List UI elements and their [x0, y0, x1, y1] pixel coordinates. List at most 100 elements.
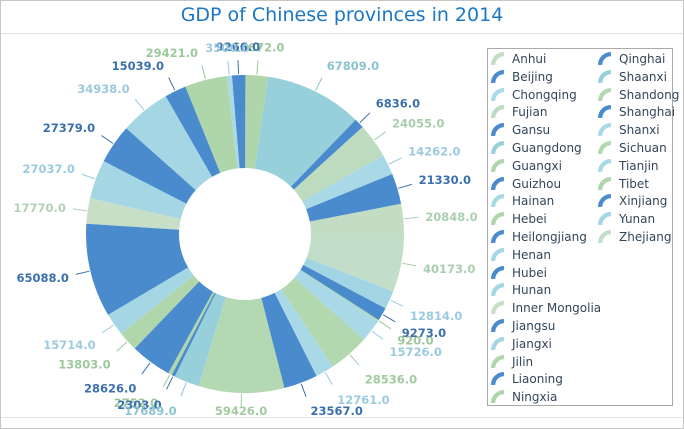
legend-item-ningxia[interactable]: Ningxia [491, 388, 557, 406]
legend-wedge-icon [491, 211, 505, 225]
pie-slice-liaoning[interactable] [134, 281, 214, 374]
legend-item-tianjin[interactable]: Tianjin [598, 157, 659, 175]
pie-slice-zhejiang[interactable] [306, 234, 404, 292]
slice-value-label-shanghai: 23567.0 [311, 404, 363, 418]
pie-slice-anhui[interactable] [309, 203, 404, 234]
pie-slice-hainan[interactable] [226, 75, 240, 169]
legend-item-label: Gansu [512, 123, 551, 137]
pie-slice-guangxi[interactable] [245, 75, 269, 169]
legend-item-beijing[interactable]: Beijing [491, 68, 553, 86]
legend-item-tibet[interactable]: Tibet [598, 175, 649, 193]
pie-slice-jiangxi[interactable] [108, 267, 194, 334]
pie-slice-jilin[interactable] [121, 275, 200, 349]
slice-value-label-heilongjiang: 15039.0 [112, 59, 164, 73]
label-leader-line [390, 299, 404, 307]
pie-slice-xinjiang[interactable] [300, 264, 386, 321]
legend-item-label: Guangxi [512, 159, 562, 173]
pie-slice-tianjin[interactable] [294, 270, 378, 340]
legend-item-label: Anhui [512, 52, 547, 66]
pie-slice-sichuan[interactable] [281, 277, 365, 367]
legend-item-label: Henan [512, 248, 551, 262]
pie-slice-henan[interactable] [126, 96, 213, 191]
pie-slice-hunan[interactable] [90, 161, 187, 220]
legend-item-fujian[interactable]: Fujian [491, 103, 547, 121]
legend-item-label: Shaanxi [619, 70, 667, 84]
legend-item-label: Tianjin [619, 159, 659, 173]
legend-item-zhejiang[interactable]: Zhejiang [598, 228, 671, 246]
legend-item-label: Yunan [619, 212, 656, 226]
legend-item-heilongjiang[interactable]: Heilongjiang [491, 228, 587, 246]
legend-wedge-icon [491, 389, 505, 403]
legend-item-shanghai[interactable]: Shanghai [598, 103, 675, 121]
legend-item-label: Ningxia [512, 390, 558, 404]
pie-slice-inner-mongolia[interactable] [86, 198, 181, 230]
slice-value-label-guangdong: 67809.0 [327, 59, 379, 73]
pie-slice-jiangsu[interactable] [86, 223, 189, 315]
legend-item-label: Heilongjiang [512, 230, 587, 244]
label-leader-line [141, 362, 151, 375]
legend-item-label: Shandong [619, 88, 680, 102]
pie-slice-shanxi[interactable] [274, 289, 333, 376]
legend-item-jiangsu[interactable]: Jiangsu [491, 317, 555, 335]
legend-item-guangdong[interactable]: Guangdong [491, 139, 582, 157]
slice-value-label-anhui: 20848.0 [425, 210, 477, 224]
legend-item-qinghai[interactable]: Qinghai [598, 50, 665, 68]
slice-value-label-xinjiang: 9273.0 [402, 326, 446, 340]
legend-item-shandong[interactable]: Shandong [598, 86, 679, 104]
legend-item-hebei[interactable]: Hebei [491, 210, 547, 228]
legend-item-hainan[interactable]: Hainan [491, 192, 554, 210]
legend-item-hubei[interactable]: Hubei [491, 264, 547, 282]
slice-value-label-henan: 34938.0 [77, 82, 129, 96]
slice-value-label-liaoning: 28626.0 [84, 382, 136, 396]
legend-wedge-icon [598, 229, 612, 243]
label-leader-line [256, 60, 259, 75]
pie-slice-hebei[interactable] [185, 76, 238, 173]
pie-slice-shandong[interactable] [198, 297, 285, 394]
legend-wedge-icon [491, 354, 505, 368]
chart-title: GDP of Chinese provinces in 2014 [180, 4, 504, 26]
legend-item-henan[interactable]: Henan [491, 246, 551, 264]
legend-wedge-icon [598, 193, 612, 207]
pie-slice-beijing[interactable] [306, 173, 402, 222]
slice-value-label-qinghai: 2303.0 [117, 398, 161, 412]
legend-item-jiangxi[interactable]: Jiangxi [491, 335, 552, 353]
pie-slice-heilongjiang[interactable] [165, 86, 221, 177]
pie-slice-chongqing[interactable] [302, 155, 393, 210]
pie-slice-tibet[interactable] [300, 269, 379, 322]
legend-item-label: Hebei [512, 212, 547, 226]
legend-item-gansu[interactable]: Gansu [491, 121, 550, 139]
slice-value-label-jiangsu: 65088.0 [17, 271, 69, 285]
legend-item-anhui[interactable]: Anhui [491, 50, 546, 68]
legend-item-yunan[interactable]: Yunan [598, 210, 655, 228]
legend-wedge-icon [491, 104, 505, 118]
legend-item-sichuan[interactable]: Sichuan [598, 139, 667, 157]
pie-slice-ningxia[interactable] [168, 291, 215, 376]
legend-item-label: Sichuan [619, 141, 667, 155]
legend-item-shanxi[interactable]: Shanxi [598, 121, 660, 139]
legend-item-label: Guangdong [512, 141, 582, 155]
legend-item-label: Shanxi [619, 123, 660, 137]
legend-item-guangxi[interactable]: Guangxi [491, 157, 562, 175]
label-leader-line [374, 131, 386, 141]
pie-slice-shanghai[interactable] [261, 292, 317, 389]
pie-slice-gansu[interactable] [290, 119, 363, 190]
pie-slice-shaanxi[interactable] [174, 293, 226, 387]
legend-item-hunan[interactable]: Hunan [491, 281, 551, 299]
pie-slice-fujian[interactable] [293, 126, 384, 202]
legend-item-inner-mongolia[interactable]: Inner Mongolia [491, 299, 601, 317]
pie-slice-hubei[interactable] [103, 128, 196, 204]
legend-item-label: Tibet [619, 177, 649, 191]
slice-value-label-ningxia: 2752.0 [114, 396, 158, 410]
chart-bottom-line [1, 417, 683, 418]
pie-slice-guangdong[interactable] [254, 76, 356, 187]
legend-item-liaoning[interactable]: Liaoning [491, 370, 563, 388]
legend-item-xinjiang[interactable]: Xinjiang [598, 192, 667, 210]
legend-item-guizhou[interactable]: Guizhou [491, 175, 561, 193]
legend-item-jilin[interactable]: Jilin [491, 353, 533, 371]
pie-slice-guizhou[interactable] [231, 74, 246, 169]
pie-slice-yunan[interactable] [303, 257, 394, 309]
legend-item-chongqing[interactable]: Chongqing [491, 86, 577, 104]
legend-wedge-icon [491, 371, 505, 385]
legend-item-shaanxi[interactable]: Shaanxi [598, 68, 667, 86]
pie-slice-qinghai[interactable] [171, 292, 216, 377]
